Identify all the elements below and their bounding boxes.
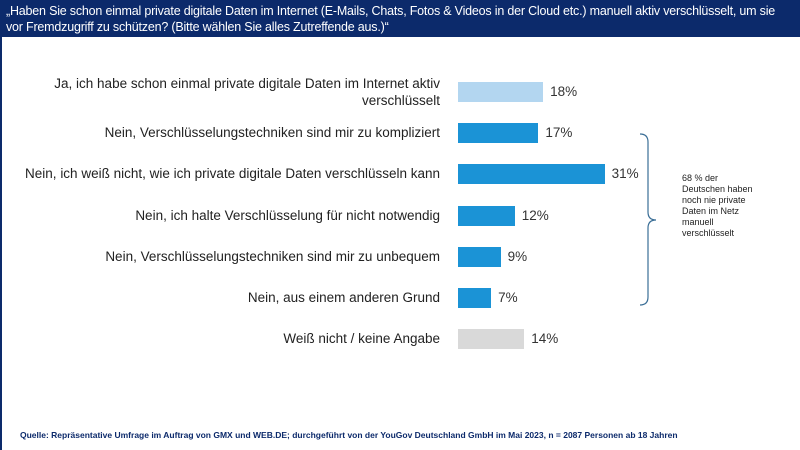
value-label: 14% <box>531 331 559 347</box>
chart-title: „Haben Sie schon einmal private digitale… <box>0 0 800 37</box>
category-label: Weiß nicht / keine Angabe <box>283 331 440 347</box>
category-label: Nein, ich halte Verschlüsselung für nich… <box>135 207 440 223</box>
category-label: Ja, ich habe schon einmal private digita… <box>54 76 440 108</box>
annotation-text: 68 % der Deutschen haben noch nie privat… <box>682 173 753 238</box>
category-label: Nein, Verschlüsselungstechniken sind mir… <box>105 248 440 264</box>
value-label: 9% <box>507 248 528 264</box>
category-label: Nein, Verschlüsselungstechniken sind mir… <box>104 125 440 141</box>
value-label: 18% <box>550 84 578 99</box>
category-label: Nein, ich weiß nicht, wie ich private di… <box>25 166 440 182</box>
value-label: 12% <box>521 207 549 223</box>
frame-border <box>0 37 2 450</box>
value-label: 7% <box>498 290 518 305</box>
bar <box>458 288 492 308</box>
bar <box>458 205 515 226</box>
bar <box>458 246 501 267</box>
bracket-path <box>639 133 657 306</box>
bar <box>458 82 544 102</box>
source-note: Quelle: Repräsentative Umfrage im Auftra… <box>20 430 678 440</box>
value-label: 31% <box>611 166 639 182</box>
value-label: 17% <box>545 125 573 141</box>
bar <box>458 123 539 144</box>
bar <box>458 329 525 350</box>
bar <box>458 164 605 185</box>
category-label: Nein, aus einem anderen Grund <box>247 290 440 305</box>
